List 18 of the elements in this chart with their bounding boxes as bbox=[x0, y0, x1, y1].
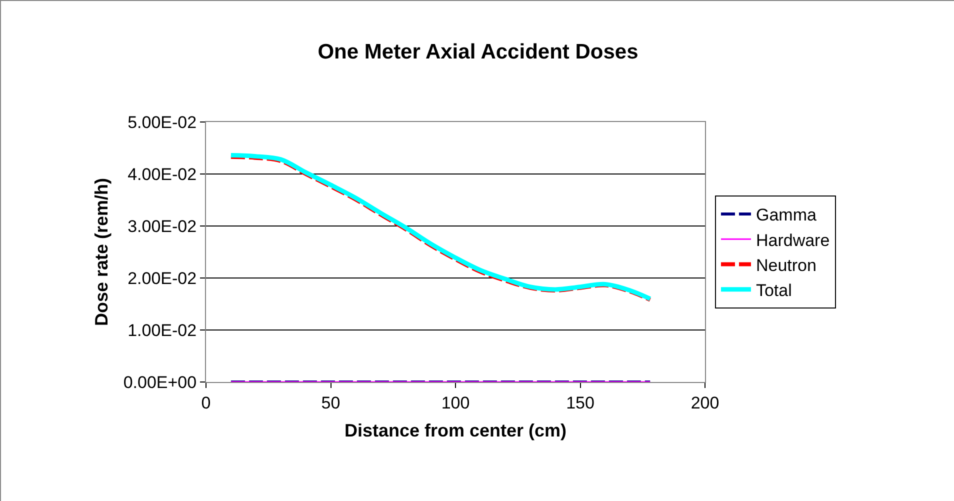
x-tick-label: 150 bbox=[566, 393, 594, 412]
y-axis-title: Dose rate (rem/h) bbox=[92, 178, 112, 326]
x-tick-label: 50 bbox=[321, 393, 340, 412]
y-tick-label: 4.00E-02 bbox=[128, 164, 197, 184]
x-tick-label: 0 bbox=[201, 393, 211, 412]
legend-label: Hardware bbox=[756, 230, 830, 250]
y-tick-label: 5.00E-02 bbox=[128, 112, 197, 132]
y-tick-label: 2.00E-02 bbox=[128, 268, 197, 288]
x-tick-label: 100 bbox=[441, 393, 470, 412]
y-tick-label: 0.00E+00 bbox=[123, 372, 197, 392]
y-tick-label: 1.00E-02 bbox=[128, 320, 197, 340]
legend-label: Gamma bbox=[756, 206, 817, 225]
x-tick-label: 200 bbox=[690, 393, 720, 412]
x-axis-title: Distance from center (cm) bbox=[344, 420, 567, 440]
legend-label: Neutron bbox=[756, 256, 816, 275]
y-tick-label: 3.00E-02 bbox=[128, 216, 197, 236]
legend-label: Total bbox=[756, 280, 792, 300]
chart-title: One Meter Axial Accident Doses bbox=[318, 40, 638, 64]
